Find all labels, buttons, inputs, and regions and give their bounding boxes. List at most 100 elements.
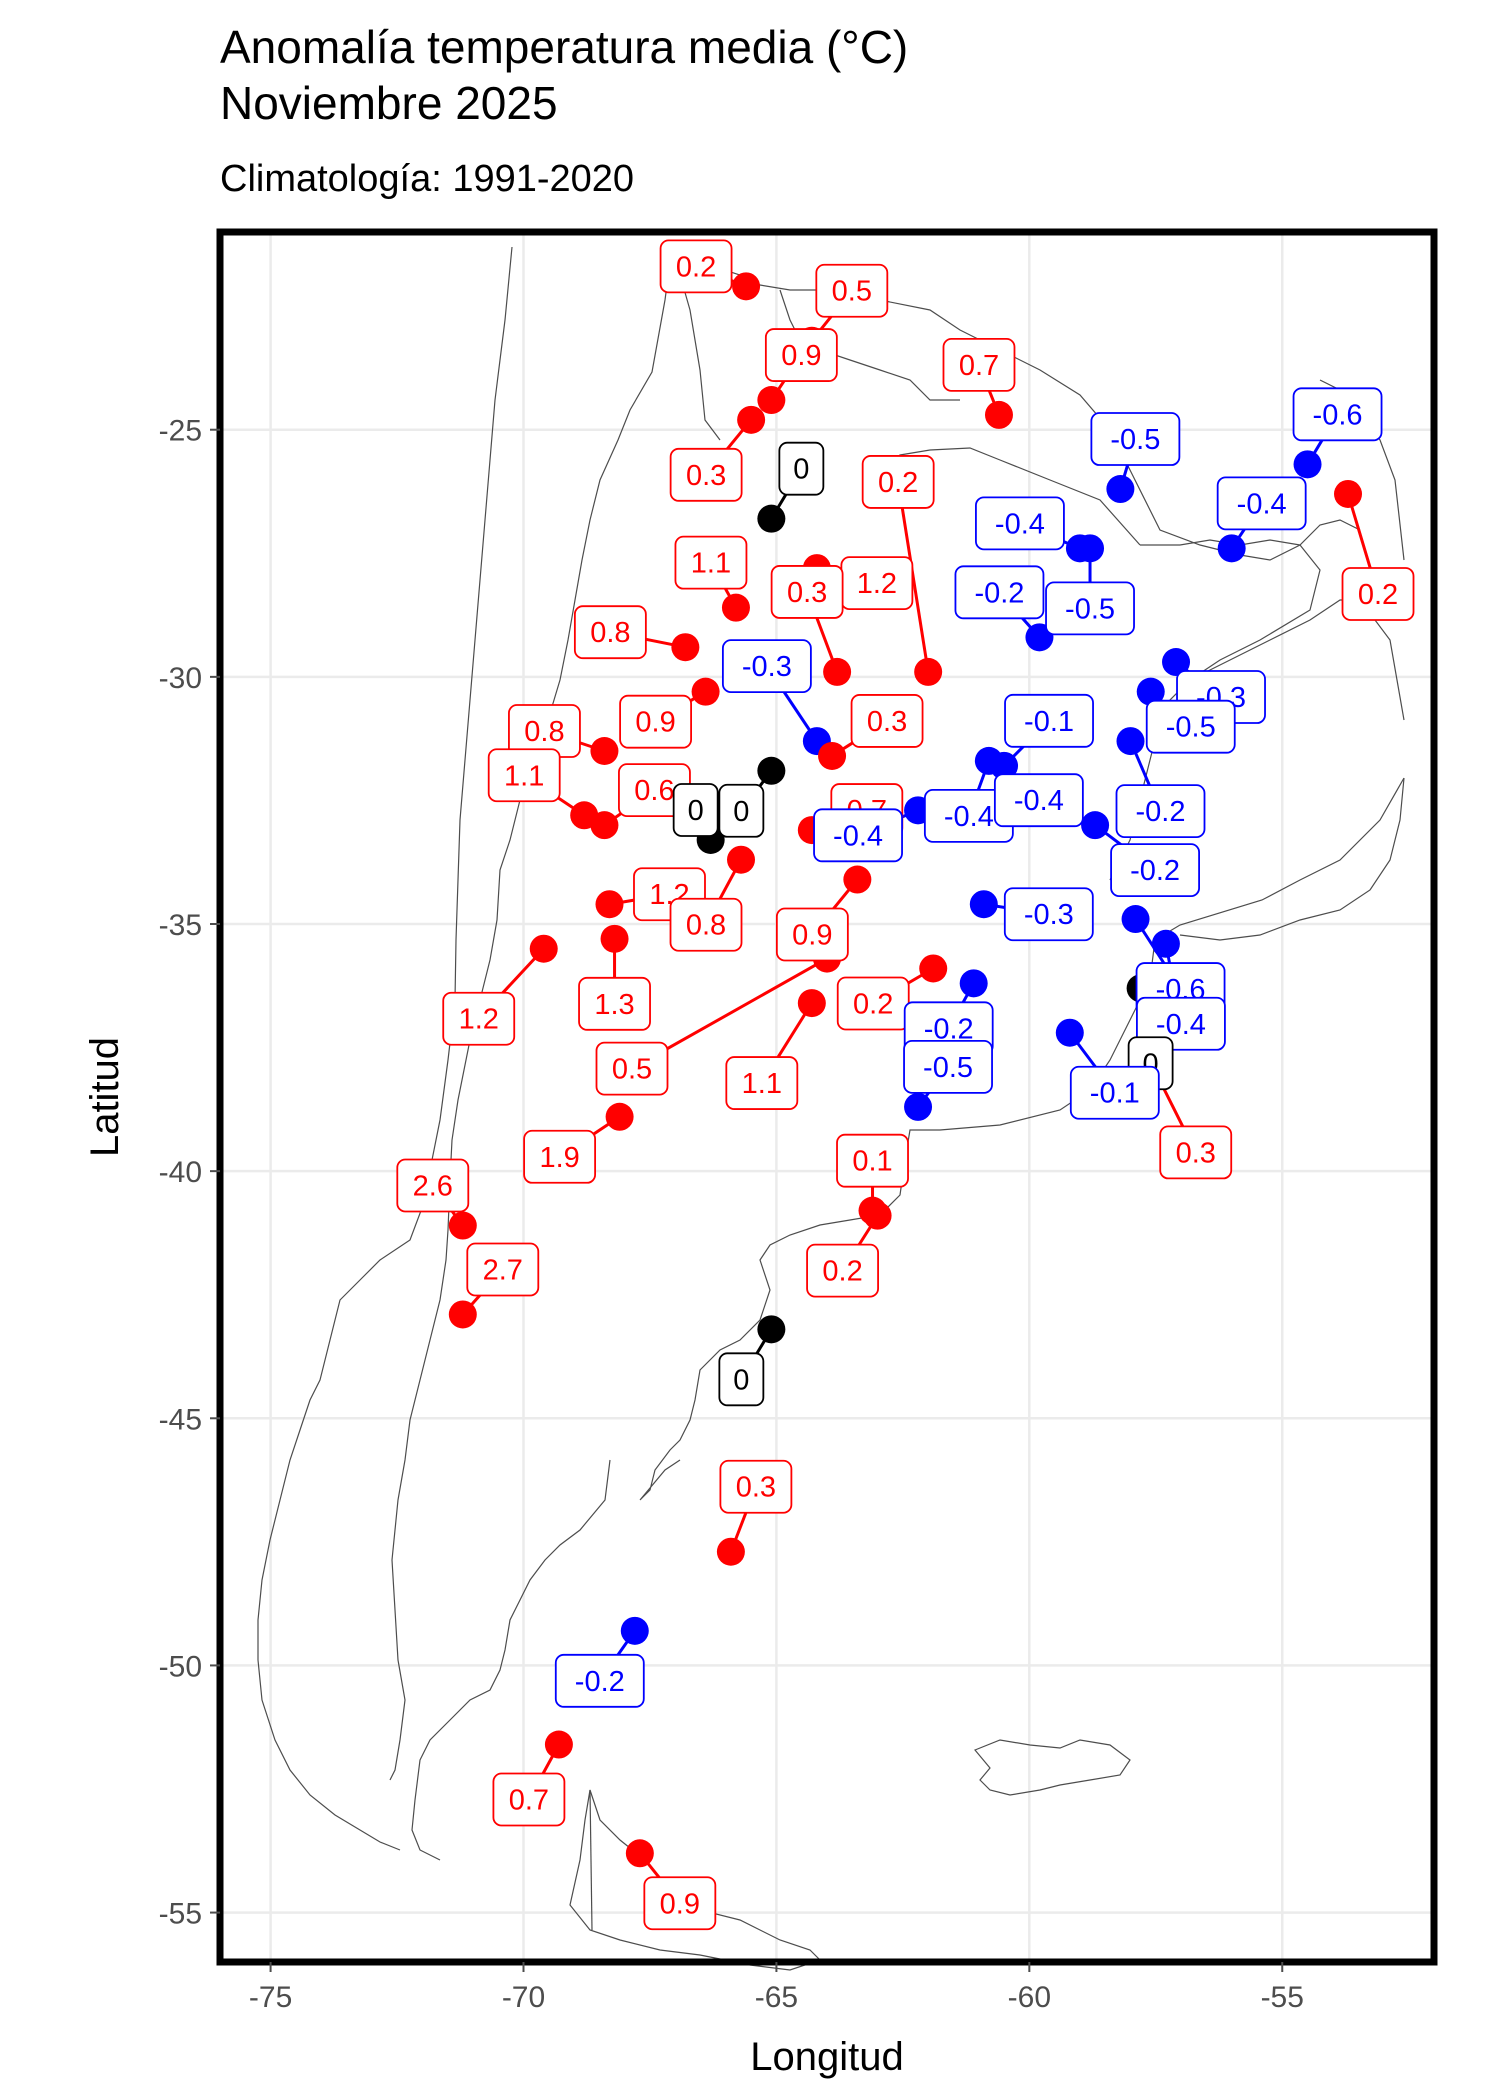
station-point[interactable] [969, 890, 998, 919]
station-label: 0.6 [618, 763, 691, 818]
station-label: -0.2 [954, 565, 1045, 620]
station-point[interactable] [757, 1315, 786, 1344]
station-label-box [669, 897, 743, 952]
station-point[interactable] [1116, 727, 1145, 756]
station-point[interactable] [757, 756, 786, 785]
station-point[interactable] [448, 1211, 477, 1240]
station-label: 0.1 [836, 1133, 909, 1188]
station-value: 0.5 [832, 276, 872, 308]
station-point[interactable] [757, 386, 786, 415]
station-point[interactable] [1081, 811, 1110, 840]
station-point[interactable] [1162, 648, 1191, 677]
station-label: -0.2 [554, 1653, 645, 1708]
station-point[interactable] [595, 890, 624, 919]
station-point[interactable] [863, 1201, 892, 1230]
station-value: 0.8 [686, 910, 726, 942]
station-point[interactable] [823, 657, 852, 686]
x-axis-title: Longitud [750, 2035, 903, 2079]
station-value: 0.1 [852, 1146, 892, 1178]
station-label: 1.2 [442, 991, 516, 1046]
station-label: -0.4 [975, 496, 1065, 551]
x-tick-label: -75 [249, 1981, 292, 2014]
station-value: -0.2 [974, 577, 1024, 609]
station-point[interactable] [448, 1300, 477, 1329]
station-point[interactable] [620, 1616, 649, 1645]
station-value: -0.4 [1237, 488, 1287, 520]
station-point[interactable] [757, 504, 786, 533]
station-point[interactable] [600, 924, 629, 953]
y-tick-label: -45 [159, 1403, 202, 1436]
station-point[interactable] [1151, 929, 1180, 958]
station-point[interactable] [716, 1537, 745, 1566]
station-label: 0.7 [492, 1772, 566, 1827]
station-value: 0.3 [1176, 1137, 1216, 1169]
station-label: 0.2 [861, 455, 935, 509]
station-point[interactable] [590, 737, 619, 765]
station-point[interactable] [732, 272, 761, 301]
station-point[interactable] [1217, 534, 1246, 563]
station-label: 0.8 [669, 897, 743, 952]
station-label: 1.3 [578, 976, 651, 1031]
station-point[interactable] [1121, 905, 1150, 934]
station-label-box [719, 1459, 793, 1514]
station-label-box [725, 1056, 799, 1110]
station-value: 0.9 [781, 340, 821, 372]
station-point[interactable] [959, 969, 988, 998]
station-point[interactable] [1055, 1018, 1084, 1047]
station-value: 0.7 [959, 350, 999, 382]
y-tick-label: -55 [159, 1898, 202, 1931]
station-value: 0.6 [634, 775, 674, 807]
station-label-box [1110, 843, 1200, 898]
station-value: -0.2 [575, 1666, 625, 1698]
station-point[interactable] [691, 677, 720, 706]
station-point[interactable] [727, 845, 756, 874]
station-point[interactable] [914, 657, 943, 686]
station-point[interactable] [605, 1102, 634, 1131]
station-point[interactable] [529, 934, 558, 963]
station-point[interactable] [590, 811, 619, 840]
station-point[interactable] [544, 1730, 573, 1759]
station-point[interactable] [721, 593, 750, 622]
station-label-box [674, 535, 748, 590]
station-label-box [573, 605, 647, 660]
station-value: -0.5 [1166, 712, 1216, 744]
station-point[interactable] [797, 989, 826, 1018]
station-label-box [1115, 784, 1206, 839]
station-point[interactable] [1334, 479, 1363, 508]
station-point[interactable] [974, 746, 1003, 775]
station-label-box [764, 328, 838, 382]
station-label: 0 [718, 783, 765, 838]
station-point[interactable] [1076, 534, 1105, 563]
station-point[interactable] [818, 741, 847, 770]
station-point[interactable] [1106, 475, 1135, 504]
map-subtitle: Climatología: 1991-2020 [220, 158, 635, 200]
station-label: 2.7 [466, 1242, 540, 1297]
station-point[interactable] [919, 954, 948, 983]
station-point[interactable] [1136, 677, 1165, 706]
y-tick-label: -50 [159, 1650, 202, 1683]
station-label-box [672, 783, 719, 837]
station-label-box [659, 239, 733, 294]
station-label-box [861, 455, 935, 509]
station-point[interactable] [843, 865, 872, 894]
station-point[interactable] [904, 1092, 933, 1121]
station-point[interactable] [1293, 450, 1322, 479]
station-label-box [954, 565, 1045, 620]
station-value: 0.8 [590, 617, 630, 649]
station-label-box [1003, 887, 1094, 942]
station-label-box [1004, 693, 1094, 748]
station-label-box [903, 1039, 993, 1094]
station-value: 1.1 [504, 760, 544, 792]
station-point[interactable] [671, 633, 700, 662]
station-value: -0.4 [995, 508, 1045, 540]
station-point[interactable] [625, 1839, 654, 1868]
station-value: -0.5 [1065, 593, 1115, 625]
map-frame [216, 228, 1438, 1966]
station-point[interactable] [737, 405, 766, 434]
station-point[interactable] [984, 400, 1013, 429]
border-brazil-uruguay [1189, 599, 1405, 721]
x-tick-label: -55 [1261, 1981, 1304, 2014]
y-axis-title: Latitud [83, 1037, 127, 1157]
station-value: -0.2 [1136, 796, 1186, 828]
x-tick-label: -65 [755, 1981, 798, 2014]
